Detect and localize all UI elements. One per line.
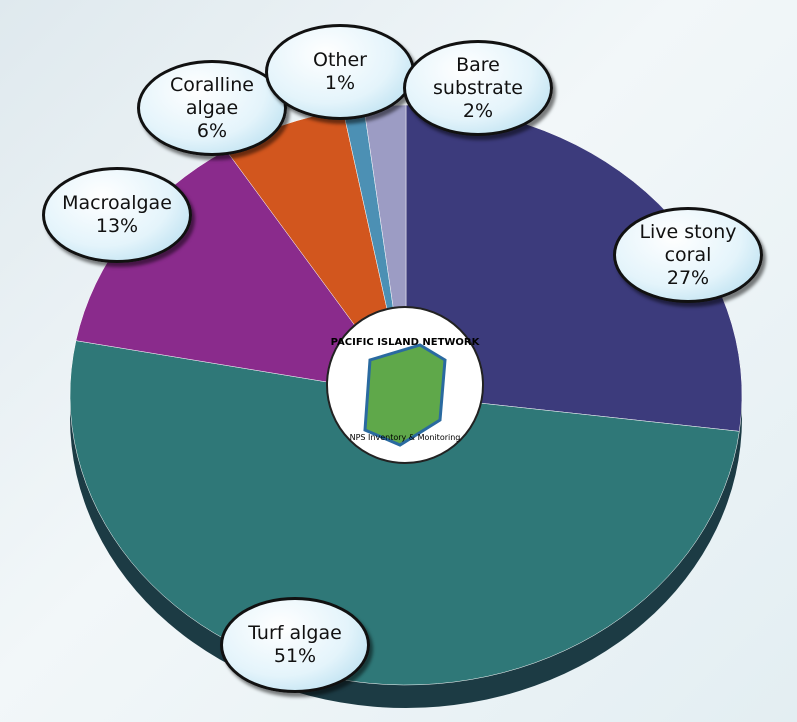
- slice-label: Other 1%: [265, 24, 415, 120]
- slice-label: Turf algae 51%: [220, 597, 370, 693]
- slices: [69, 104, 743, 686]
- category-label: Other: [313, 49, 367, 71]
- pie-slice: [69, 340, 740, 686]
- category-label: Live stony coral: [639, 220, 737, 266]
- value-label: 2%: [462, 99, 494, 122]
- value-label: 13%: [95, 215, 139, 237]
- value-label: 27%: [666, 266, 710, 289]
- slice-label: Live stony coral 27%: [613, 207, 763, 303]
- category-label: Coralline algae: [170, 73, 254, 119]
- slice-label: Coralline algae 6%: [137, 60, 287, 156]
- slice-label: Bare substrate 2%: [403, 40, 553, 136]
- category-label: Bare substrate: [433, 53, 523, 99]
- logo-top-text: PACIFIC ISLAND NETWORK: [331, 337, 481, 348]
- category-label: Macroalgae: [62, 192, 172, 214]
- category-label: Turf algae: [248, 622, 342, 644]
- logo-bottom-text: NPS Inventory & Monitoring: [350, 433, 461, 442]
- logo-graphic: [363, 343, 447, 447]
- slice-label: Macroalgae 13%: [42, 167, 192, 263]
- value-label: 51%: [273, 645, 317, 667]
- value-label: 1%: [324, 72, 356, 94]
- value-label: 6%: [196, 119, 228, 142]
